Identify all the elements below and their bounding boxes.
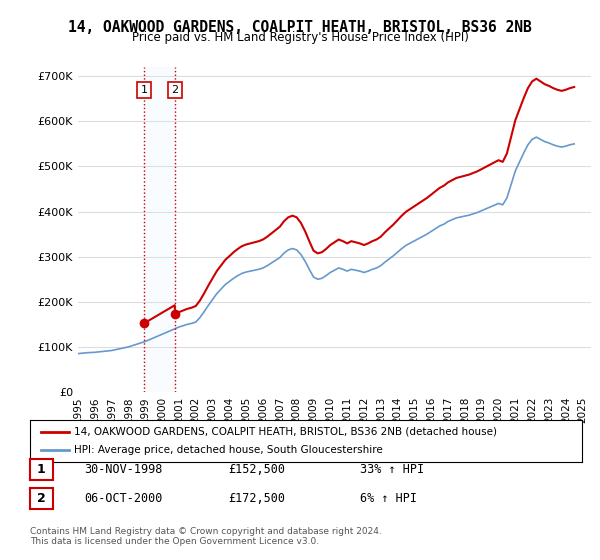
Text: 33% ↑ HPI: 33% ↑ HPI bbox=[360, 463, 424, 476]
Text: 14, OAKWOOD GARDENS, COALPIT HEATH, BRISTOL, BS36 2NB (detached house): 14, OAKWOOD GARDENS, COALPIT HEATH, BRIS… bbox=[74, 427, 497, 437]
Text: 14, OAKWOOD GARDENS, COALPIT HEATH, BRISTOL, BS36 2NB: 14, OAKWOOD GARDENS, COALPIT HEATH, BRIS… bbox=[68, 20, 532, 35]
Text: 1: 1 bbox=[37, 463, 46, 476]
Text: Price paid vs. HM Land Registry's House Price Index (HPI): Price paid vs. HM Land Registry's House … bbox=[131, 31, 469, 44]
Text: 2: 2 bbox=[37, 492, 46, 505]
Text: HPI: Average price, detached house, South Gloucestershire: HPI: Average price, detached house, Sout… bbox=[74, 445, 383, 455]
Text: £172,500: £172,500 bbox=[228, 492, 285, 505]
Text: 30-NOV-1998: 30-NOV-1998 bbox=[84, 463, 163, 476]
Text: Contains HM Land Registry data © Crown copyright and database right 2024.
This d: Contains HM Land Registry data © Crown c… bbox=[30, 526, 382, 546]
Text: 6% ↑ HPI: 6% ↑ HPI bbox=[360, 492, 417, 505]
Text: 06-OCT-2000: 06-OCT-2000 bbox=[84, 492, 163, 505]
Text: 2: 2 bbox=[172, 85, 179, 95]
Bar bbox=[144, 67, 175, 392]
Text: £152,500: £152,500 bbox=[228, 463, 285, 476]
Text: 1: 1 bbox=[140, 85, 148, 95]
